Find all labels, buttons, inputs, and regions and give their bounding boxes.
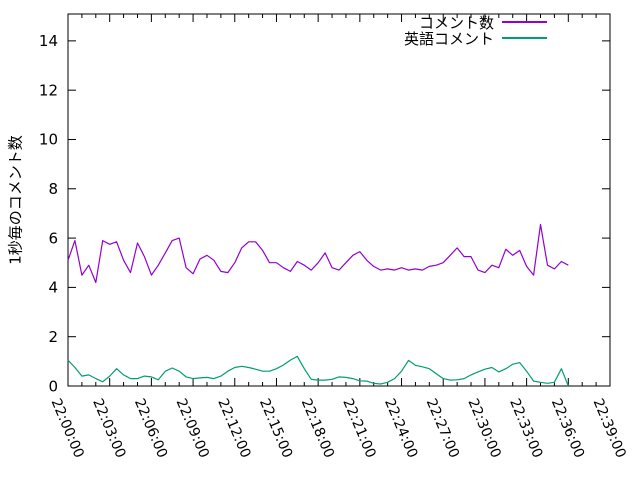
x-tick-label: 22:09:00 [173, 396, 212, 460]
y-tick-label: 14 [39, 32, 58, 50]
legend-label: 英語コメント [403, 29, 494, 48]
legend-entry-0: コメント数 [404, 13, 547, 32]
x-tick-label: 22:36:00 [548, 396, 587, 460]
y-tick-label: 6 [48, 229, 58, 247]
x-tick-label: 22:21:00 [339, 396, 378, 460]
y-tick-label: 0 [48, 377, 58, 395]
x-tick-label: 22:15:00 [256, 396, 295, 460]
y-axis-title: 1秒毎のコメント数 [6, 135, 25, 265]
x-tick-label: 22:03:00 [89, 396, 128, 460]
series-line-1 [67, 355, 569, 387]
legend-entry-1: 英語コメント [403, 29, 547, 48]
x-tick-label: 22:24:00 [381, 396, 420, 460]
legend-swatch [502, 21, 547, 23]
x-tick-label: 22:33:00 [506, 396, 545, 460]
series-line-0 [67, 223, 569, 284]
y-tick-label: 4 [48, 279, 58, 297]
plot-border [67, 13, 611, 387]
x-tick-label: 22:18:00 [298, 396, 337, 460]
legend-label: コメント数 [418, 13, 494, 32]
y-tick-label: 12 [39, 81, 58, 99]
x-tick-label: 22:39:00 [590, 396, 629, 460]
y-tick-label: 2 [48, 328, 58, 346]
x-tick-label: 22:06:00 [131, 396, 170, 460]
legend-swatch [502, 37, 547, 39]
x-tick-label: 22:30:00 [464, 396, 503, 460]
y-tick-label: 10 [39, 131, 58, 149]
y-tick-label: 8 [48, 180, 58, 198]
legend: コメント数 英語コメント [403, 13, 547, 48]
x-tick-label: 22:00:00 [48, 396, 87, 460]
x-tick-label: 22:12:00 [214, 396, 253, 460]
x-tick-label: 22:27:00 [423, 396, 462, 460]
